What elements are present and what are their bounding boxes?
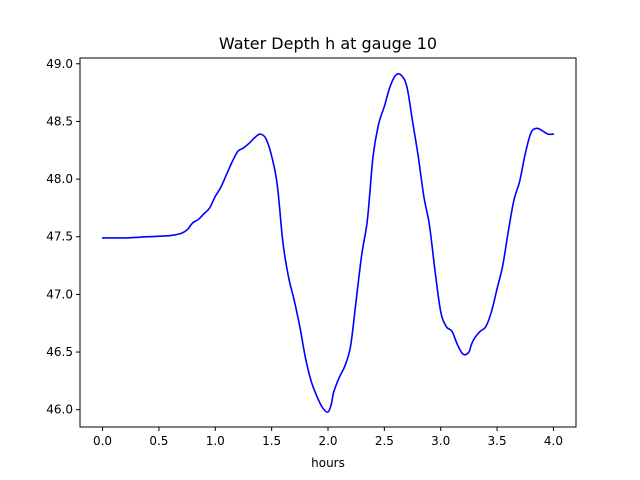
- x-tick-label: 2.0: [318, 434, 337, 448]
- plot-frame: [79, 57, 577, 428]
- series-layer: [101, 73, 555, 413]
- chart-title: Water Depth h at gauge 10: [219, 34, 437, 53]
- x-axis-label: hours: [311, 456, 345, 470]
- y-tick-label: 46.0: [46, 403, 73, 417]
- series-line-0: [101, 73, 555, 413]
- y-tick-label: 47.5: [46, 230, 73, 244]
- y-tick-label: 48.5: [46, 114, 73, 128]
- y-tick-label: 46.5: [46, 345, 73, 359]
- x-tick-label: 1.0: [206, 434, 225, 448]
- plot-area: [79, 57, 577, 428]
- x-tick-label: 0.5: [149, 434, 168, 448]
- y-tick-label: 47.0: [46, 287, 73, 301]
- x-tick-label: 3.5: [488, 434, 507, 448]
- x-tick-label: 3.0: [431, 434, 450, 448]
- y-tick-label: 49.0: [46, 57, 73, 71]
- x-tick-label: 0.0: [93, 434, 112, 448]
- x-tick-label: 2.5: [375, 434, 394, 448]
- x-axis: 0.0 0.5 1.0 1.5 2.0 2.5 3.0 3.5 4.0: [93, 427, 563, 448]
- y-tick-label: 48.0: [46, 172, 73, 186]
- x-tick-label: 4.0: [544, 434, 563, 448]
- x-tick-label: 1.5: [262, 434, 281, 448]
- y-axis: 46.0 46.5 47.0 47.5 48.0 48.5 49.0: [46, 57, 80, 417]
